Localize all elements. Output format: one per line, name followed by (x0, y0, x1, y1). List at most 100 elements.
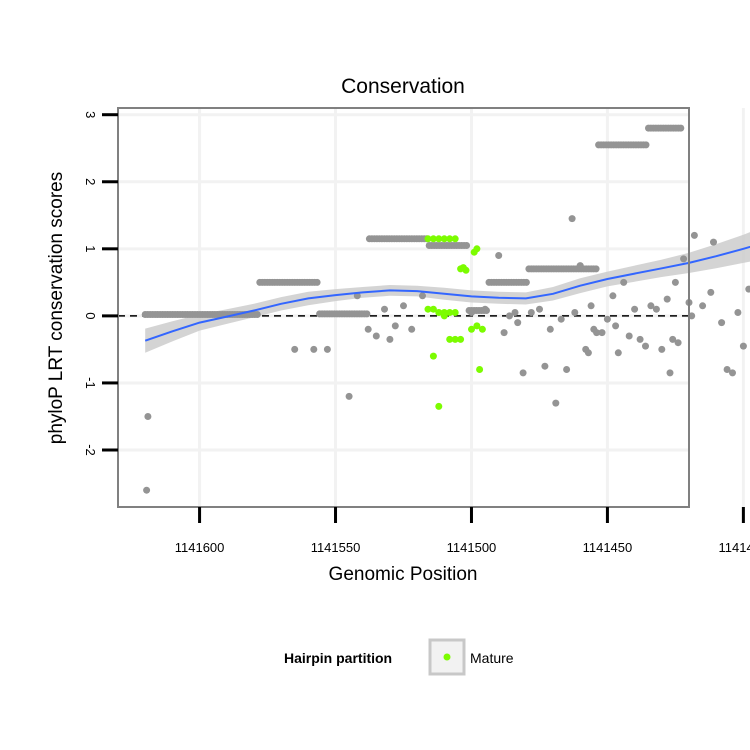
other-point (734, 309, 742, 316)
other-point (400, 302, 407, 310)
other-point (552, 399, 560, 407)
other-point (511, 309, 519, 316)
other-point (669, 335, 677, 343)
other-point (500, 329, 508, 337)
mature-point (429, 352, 437, 360)
other-point (584, 349, 592, 357)
other-point (642, 342, 649, 350)
other-point (663, 295, 671, 303)
mature-point (435, 309, 443, 316)
y-tick-label: 2 (83, 178, 98, 185)
other-point (408, 325, 416, 333)
mature-point (429, 305, 437, 313)
mature-point (440, 312, 448, 320)
other-point (723, 366, 731, 373)
other-point (522, 278, 530, 286)
mature-point (473, 322, 481, 330)
y-axis-title: phyloP LRT conservation scores (46, 172, 67, 445)
other-point (571, 309, 579, 316)
other-point (598, 329, 606, 337)
y-tick-label: -2 (83, 444, 98, 456)
other-point (677, 124, 685, 132)
smooth-line (144, 245, 750, 342)
mature-point (473, 245, 481, 253)
legend: Hairpin partition Mature (284, 638, 514, 676)
other-point (391, 322, 399, 330)
legend-label-mature: Mature (470, 650, 514, 666)
other-point (541, 362, 549, 370)
data-points (141, 124, 750, 494)
other-point (699, 302, 707, 310)
other-point (631, 305, 639, 313)
other-point (419, 292, 426, 300)
other-point (718, 319, 726, 327)
other-point (658, 345, 666, 353)
mature-point (435, 402, 443, 410)
other-point (323, 345, 331, 353)
mature-point (468, 325, 475, 333)
other-point (642, 141, 650, 149)
other-point (636, 335, 644, 343)
other-point (144, 413, 152, 420)
y-tick-label: -1 (83, 377, 98, 389)
x-tick-label: 1141500 (447, 540, 497, 555)
smooth-confidence-band (145, 232, 750, 353)
other-point (671, 278, 679, 286)
other-point (603, 315, 611, 323)
other-point (463, 242, 471, 249)
other-point (739, 342, 747, 350)
other-point (745, 285, 750, 293)
x-tick-label: 1141550 (311, 540, 361, 555)
other-point (710, 238, 717, 246)
other-point (253, 311, 261, 318)
x-axis-title: Genomic Position (329, 564, 478, 585)
other-point (674, 339, 682, 347)
mature-point (457, 335, 465, 343)
mature-point (424, 235, 432, 243)
mature-point (446, 309, 454, 316)
other-point (536, 305, 543, 313)
mature-point (424, 305, 432, 313)
y-tick-label: 1 (83, 245, 98, 252)
plot-panel-border (117, 107, 690, 508)
other-point (563, 366, 571, 373)
mature-point (451, 235, 459, 243)
other-point (310, 345, 318, 353)
other-point (614, 349, 622, 357)
mature-point (476, 366, 484, 373)
other-point (514, 319, 522, 327)
mature-point (451, 309, 459, 316)
other-point (386, 335, 394, 343)
other-point (495, 252, 503, 259)
legend-title: Hairpin partition (284, 650, 392, 666)
mature-point (446, 335, 454, 343)
other-point (609, 292, 617, 300)
y-tick-label: 3 (83, 111, 98, 118)
other-point (592, 265, 600, 273)
other-point (481, 305, 489, 313)
x-tick-label: 1141600 (175, 540, 225, 555)
other-point (680, 255, 688, 263)
mature-point (446, 235, 454, 243)
other-point (612, 322, 620, 330)
other-point (620, 278, 628, 286)
other-point (527, 309, 535, 316)
legend-key-mature-marker (443, 653, 451, 661)
other-point (381, 305, 388, 313)
other-point (625, 332, 633, 340)
mature-point (462, 266, 470, 274)
mature-point (440, 235, 448, 243)
other-point (557, 315, 565, 323)
other-point (707, 288, 715, 296)
chart-title: Conservation (341, 75, 465, 98)
mature-point (451, 335, 459, 343)
x-axis: 1141600 1141550 1141500 1141450 1141400 (175, 507, 750, 555)
other-point (587, 302, 595, 310)
other-point (666, 369, 674, 377)
other-point (364, 325, 372, 333)
mature-point (478, 325, 486, 333)
other-point (291, 345, 299, 353)
other-point (372, 332, 380, 340)
other-point (729, 369, 736, 377)
